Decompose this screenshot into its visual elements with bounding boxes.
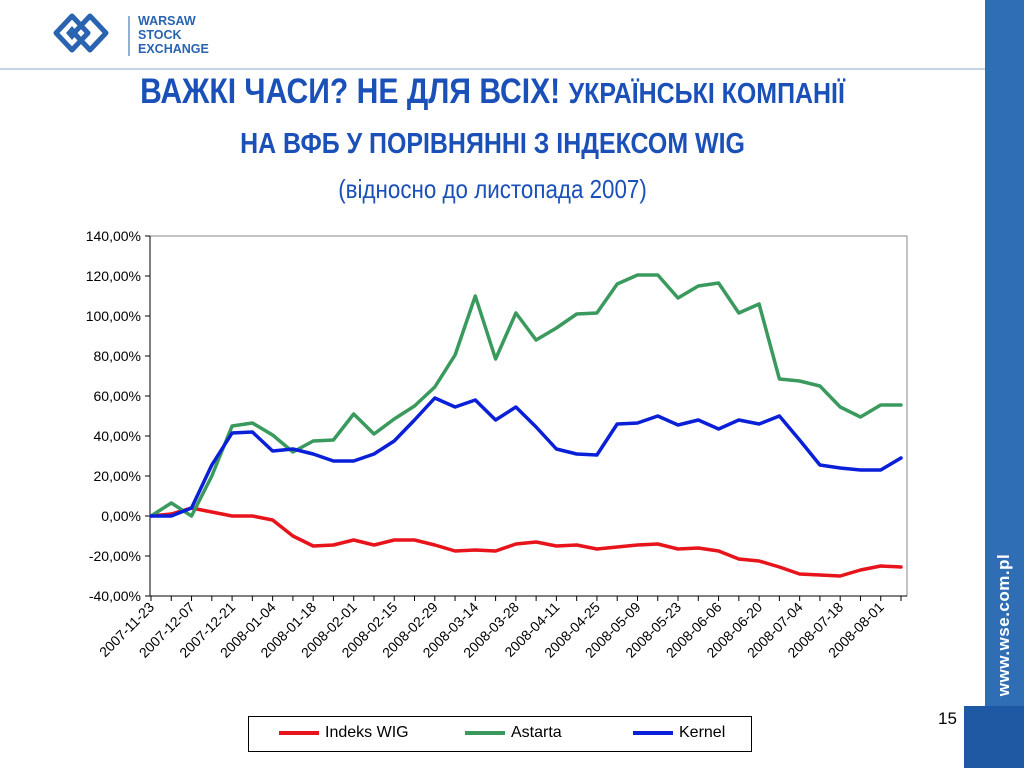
series-line-astarta (149, 273, 903, 518)
y-tick-label: 60,00% (94, 388, 141, 404)
sidebar-corner-block (964, 706, 1024, 768)
legend-swatch-astarta (465, 731, 505, 735)
logo-line-2: STOCK (138, 28, 182, 42)
header-divider (0, 68, 985, 70)
logo-line-1: WARSAW (138, 14, 196, 28)
y-tick-label: -40,00% (89, 588, 141, 604)
legend-label-kernel: Kernel (679, 724, 726, 741)
right-sidebar (985, 0, 1024, 768)
chart-legend: Indeks WIG Astarta Kernel (248, 716, 752, 752)
legend-swatch-wig (279, 731, 319, 735)
page-title-line-2: НА ВФБ У ПОРІВНЯННІ З ІНДЕКСОМ WIG (240, 128, 745, 160)
y-tick-label: 80,00% (94, 348, 141, 364)
legend-label-wig: Indeks WIG (325, 724, 409, 741)
legend-label-astarta: Astarta (511, 724, 562, 741)
y-tick-label: 0,00% (101, 508, 141, 524)
page-number: 15 (938, 709, 957, 728)
page-subtitle: (відносно до листопада 2007) (338, 174, 647, 204)
y-tick-label: 40,00% (94, 428, 141, 444)
page-title: ВАЖКІ ЧАСИ? НЕ ДЛЯ ВСІХ! УКРАЇНСЬКІ КОМП… (69, 72, 916, 112)
logo-divider (128, 16, 130, 56)
series-line-indeks-wig (149, 506, 903, 578)
title-part-1: ВАЖКІ ЧАСИ? НЕ ДЛЯ ВСІХ! (140, 72, 561, 111)
y-tick-label: 120,00% (86, 268, 141, 284)
title-part-2: УКРАЇНСЬКІ КОМПАНІЇ (568, 78, 845, 110)
legend-swatch-kernel (633, 731, 673, 735)
y-tick-label: 20,00% (94, 468, 141, 484)
legend-item-astarta: Astarta (465, 724, 562, 742)
legend-item-kernel: Kernel (633, 724, 725, 742)
wse-logo-icon (53, 13, 109, 53)
y-tick-label: -20,00% (89, 548, 141, 564)
logo-wordmark: WARSAW STOCK EXCHANGE (138, 14, 209, 56)
logo-line-3: EXCHANGE (138, 42, 209, 56)
y-tick-label: 140,00% (86, 228, 141, 244)
series-line-kernel (149, 396, 903, 518)
y-tick-label: 100,00% (86, 308, 141, 324)
legend-item-wig: Indeks WIG (279, 724, 409, 742)
